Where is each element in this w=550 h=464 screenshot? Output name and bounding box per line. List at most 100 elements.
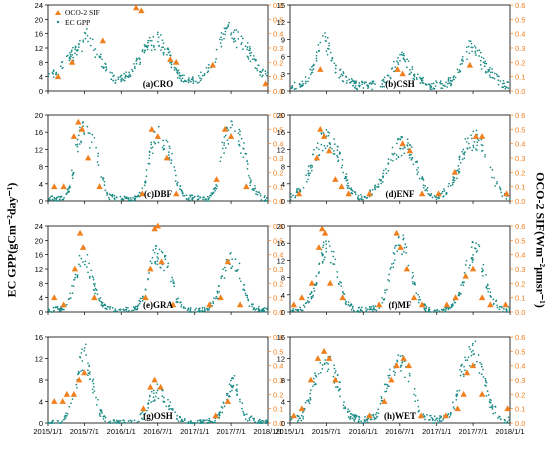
- panel-6-gpp-point: [322, 241, 325, 244]
- panel-2-gpp-point: [474, 52, 477, 54]
- panel-2-gpp-point: [352, 80, 354, 83]
- panel-7-gpp-point: [239, 398, 241, 401]
- panel-1-gpp-point: [230, 33, 232, 36]
- panel-2-gpp-tick-label: 12: [277, 18, 285, 27]
- panel-7-gpp-point: [186, 422, 189, 424]
- panel-5-gpp-point: [78, 263, 80, 266]
- panel-7-gpp-point: [152, 396, 155, 399]
- panel-3-gpp-point: [265, 200, 268, 202]
- panel-1-gpp-point: [59, 65, 62, 68]
- panel-5-gpp-point: [192, 311, 195, 313]
- panel-3-gpp-point: [59, 195, 61, 198]
- panel-2-gpp-point: [457, 71, 460, 74]
- panel-1-gpp-point: [262, 74, 264, 77]
- panel-8-gpp-point: [334, 370, 337, 372]
- panel-6-gpp-point: [498, 308, 501, 311]
- panel-4-gpp-point: [448, 182, 450, 185]
- panel-5-gpp-point: [161, 251, 164, 254]
- panel-8-gpp-point: [389, 368, 391, 371]
- panel-2-gpp-point: [410, 71, 413, 74]
- panel-6-gpp-point: [471, 261, 474, 264]
- panel-3-gpp-point: [221, 147, 224, 150]
- panel-3-gpp-point: [125, 196, 127, 198]
- panel-1-gpp-point: [146, 48, 149, 51]
- panel-8-gpp-point: [491, 406, 493, 409]
- panel-6-gpp-point: [368, 305, 371, 308]
- panel-2-gpp-point: [425, 84, 428, 86]
- panel-5-gpp-point: [136, 305, 139, 308]
- panel-7-gpp-point: [152, 389, 155, 392]
- left-axis-title: EC GPP(gCm⁻²day⁻¹): [4, 182, 19, 298]
- panel-1-gpp-point: [191, 77, 194, 80]
- panel-5-sif-point: [51, 294, 58, 301]
- panel-7-gpp-point: [98, 413, 101, 416]
- panel-1-gpp-point: [66, 54, 69, 57]
- panel-4-gpp-point: [443, 190, 446, 192]
- panel-7-gpp-point: [91, 380, 94, 382]
- panel-3-gpp-point: [249, 177, 251, 179]
- panel-3-gpp-point: [168, 151, 170, 153]
- panel-3-gpp-point: [256, 193, 259, 196]
- panel-7-gpp-point: [252, 419, 255, 421]
- panel-1-gpp-point: [175, 68, 178, 71]
- panel-5-gpp-point: [122, 308, 124, 311]
- panel-4-gpp-point: [433, 195, 436, 197]
- panel-2-gpp-point: [435, 80, 437, 82]
- panel-7-sif-point: [151, 376, 158, 383]
- panel-6-gpp-point: [370, 305, 373, 308]
- panel-5-gpp-point: [125, 306, 128, 309]
- panel-2-gpp-point: [501, 86, 504, 88]
- panel-3-gpp-point: [206, 195, 209, 198]
- panel-1-gpp-point: [198, 81, 200, 84]
- panel-6-sif-point: [393, 229, 400, 236]
- panel-4-gpp-point: [328, 142, 331, 144]
- panel-6-gpp-point: [386, 289, 388, 291]
- panel-3-gpp-point: [189, 199, 191, 202]
- panel-3-gpp-point: [153, 141, 155, 143]
- panel-1-gpp-point: [254, 67, 257, 69]
- panel-3-gpp-point: [180, 188, 182, 191]
- panel-7-gpp-point: [81, 348, 83, 351]
- panel-3-gpp-point: [148, 154, 151, 157]
- panel-2-gpp-point: [407, 60, 410, 63]
- panel-1-gpp-point: [162, 46, 165, 49]
- panel-5-gpp-point: [179, 301, 181, 304]
- panel-1-gpp-point: [79, 39, 81, 42]
- panel-6-gpp-point: [458, 294, 461, 297]
- panel-3-gpp-point: [259, 192, 262, 195]
- panel-3-gpp-point: [129, 199, 132, 202]
- panel-8-sif-tick-label: 0.3: [515, 376, 525, 385]
- panel-3-gpp-point: [260, 199, 263, 202]
- panel-4-gpp-point: [387, 162, 389, 164]
- panel-7-gpp-point: [152, 392, 155, 395]
- panel-3-gpp-point: [143, 184, 146, 187]
- panel-7-sif-point: [59, 398, 66, 404]
- panel-2-gpp-point: [439, 80, 442, 82]
- panel-8-gpp-point: [346, 410, 349, 413]
- panel-7-gpp-point: [58, 422, 60, 424]
- panel-6-gpp-point: [328, 245, 331, 247]
- panel-5-sif-tick-label: 0.5: [273, 236, 283, 245]
- panel-5-gpp-point: [154, 261, 156, 264]
- panel-2-gpp-point: [468, 40, 471, 42]
- panel-8-gpp-point: [357, 421, 360, 424]
- panel-5-sif-point: [224, 258, 232, 265]
- panel-8-gpp-point: [422, 413, 425, 415]
- panel-2-gpp-point: [447, 82, 449, 85]
- panel-2-gpp-point: [366, 84, 368, 87]
- panel-8-gpp-tick-label: 0: [281, 419, 285, 428]
- panel-1-gpp-point: [241, 41, 243, 44]
- panel-7-sif-point: [224, 398, 232, 404]
- panel-6-gpp-point: [393, 259, 396, 262]
- panel-3-gpp-point: [69, 186, 71, 189]
- panel-1-gpp-point: [127, 76, 130, 79]
- panel-3-sif-point: [213, 176, 220, 182]
- panel-1-gpp-point: [181, 74, 184, 77]
- panel-2-gpp-point: [310, 71, 313, 74]
- panel-4-gpp-point: [406, 138, 409, 141]
- panel-2-gpp-point: [346, 79, 348, 82]
- panel-3-gpp-point: [250, 179, 252, 181]
- panel-4-gpp-tick-label: 4: [281, 180, 285, 189]
- panel-3-gpp-point: [166, 140, 169, 143]
- panel-1-gpp-tick-label: 12: [35, 44, 43, 53]
